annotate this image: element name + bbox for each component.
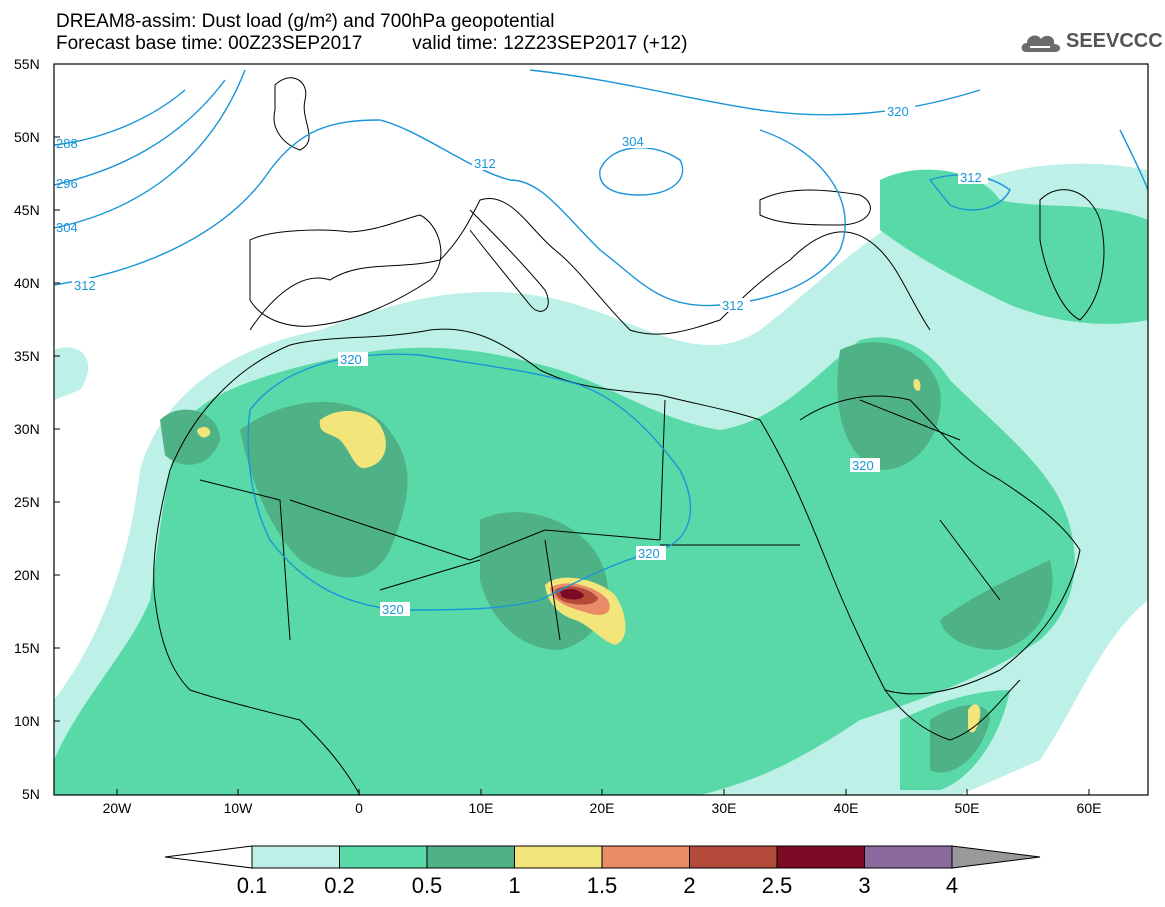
contour-304-east <box>599 147 684 196</box>
contour-label: 312 <box>960 170 982 185</box>
time-info: Forecast base time: 00Z23SEP2017 valid ti… <box>56 34 687 54</box>
dust-area-high <box>160 409 220 465</box>
lon-ticks <box>116 789 1090 795</box>
colorbar-label: 2 <box>683 873 695 898</box>
colorbar-segment <box>689 845 778 869</box>
coastlines <box>153 77 1105 795</box>
contour-label: 296 <box>56 176 78 191</box>
coastline-caspian <box>1039 189 1105 321</box>
coastline-west-africa <box>153 469 361 795</box>
dust-area-1 <box>197 427 211 438</box>
colorbar-label: 0.5 <box>412 873 443 898</box>
dust-area-medium <box>880 169 1148 324</box>
contour-label: 288 <box>56 136 78 151</box>
colorbar-segment <box>514 845 603 869</box>
dust-area-high <box>940 560 1053 650</box>
colorbar-min-arrow <box>164 845 253 869</box>
colorbar-segment <box>251 845 340 869</box>
colorbar: 0.1 0.2 0.5 1 1.5 2 2.5 3 4 <box>164 845 1041 898</box>
base-time: Forecast base time: 00Z23SEP2017 <box>56 33 363 54</box>
lat-label: 35N <box>14 348 40 364</box>
lon-label: 10W <box>224 800 254 816</box>
lat-label: 30N <box>14 421 40 437</box>
contour-label: 320 <box>382 602 404 617</box>
coastline-black-sea <box>759 189 871 226</box>
border-line <box>199 399 1001 641</box>
contour-320-arabia <box>1119 129 1148 191</box>
colorbar-label: 0.2 <box>324 873 355 898</box>
lat-label: 15N <box>14 640 40 656</box>
coastline-italy <box>469 209 549 312</box>
lat-label: 25N <box>14 494 40 510</box>
contour-labels: 288 296 304 312 320 320 312 304 312 312 … <box>56 104 988 617</box>
dust-field <box>54 163 1148 795</box>
logo-text: SEEVCCC <box>1066 30 1163 52</box>
lat-label: 20N <box>14 567 40 583</box>
lon-label: 60E <box>1077 800 1102 816</box>
contour-296 <box>54 79 226 186</box>
contour-312-east <box>928 174 1011 211</box>
lat-label: 10N <box>14 713 40 729</box>
colorbar-label: 3 <box>858 873 870 898</box>
lat-label: 40N <box>14 275 40 291</box>
lon-label: 20W <box>103 800 133 816</box>
colorbar-segment <box>426 845 515 869</box>
contour-312-west <box>54 119 846 307</box>
colorbar-segment <box>776 845 865 869</box>
lon-label: 10E <box>469 800 494 816</box>
valid-time: valid time: 12Z23SEP2017 (+12) <box>412 33 688 54</box>
seevccc-logo: SEEVCCC <box>1018 26 1163 58</box>
contour-label: 320 <box>852 458 874 473</box>
colorbar-max-arrow <box>951 845 1041 869</box>
colorbar-segment <box>601 845 690 869</box>
colorbar-label: 2.5 <box>762 873 793 898</box>
lat-label: 50N <box>14 129 40 145</box>
lat-label: 55N <box>14 56 40 72</box>
contour-288 <box>54 89 186 146</box>
colorbar-segment <box>339 845 428 869</box>
coastline-britain <box>273 77 310 151</box>
contour-label: 320 <box>638 546 660 561</box>
contour-label: 312 <box>474 156 496 171</box>
contour-label: 320 <box>340 352 362 367</box>
lon-label: 20E <box>590 800 615 816</box>
dust-area-2-5 <box>560 589 584 600</box>
dust-area-1 <box>319 410 386 469</box>
contour-label: 304 <box>56 220 78 235</box>
lon-label: 40E <box>834 800 859 816</box>
coastline-iberia <box>249 214 442 327</box>
colorbar-label: 1 <box>508 873 520 898</box>
contour-label: 312 <box>722 298 744 313</box>
dust-area-light <box>54 347 89 400</box>
dust-area-1 <box>968 704 981 733</box>
contour-label: 304 <box>622 134 644 149</box>
longitude-axis: 20W 10W 0 10E 20E 30E 40E 50E 60E <box>103 800 1102 816</box>
dust-area-1 <box>913 379 921 391</box>
lon-label: 0 <box>355 800 363 816</box>
lon-label: 50E <box>955 800 980 816</box>
colorbar-label: 1.5 <box>587 873 618 898</box>
contour-304 <box>54 69 246 229</box>
coastline-europe <box>249 197 931 335</box>
coastline-arabia <box>799 395 1081 695</box>
coastline-north-africa <box>169 328 761 471</box>
latitude-axis: 55N 50N 45N 40N 35N 30N 25N 20N 15N 10N … <box>14 56 40 802</box>
lat-label: 5N <box>22 786 40 802</box>
colorbar-segment <box>864 845 953 869</box>
colorbar-label: 0.1 <box>237 873 268 898</box>
dust-area-high <box>837 342 941 470</box>
lat-label: 45N <box>14 202 40 218</box>
coastline-red-sea <box>759 419 1021 741</box>
cloud-icon <box>1021 35 1061 52</box>
lon-label: 30E <box>712 800 737 816</box>
contour-label: 312 <box>74 278 96 293</box>
map-title: DREAM8-assim: Dust load (g/m²) and 700hP… <box>56 11 555 32</box>
contour-label: 320 <box>887 104 909 119</box>
lat-ticks <box>54 136 60 722</box>
colorbar-label: 4 <box>946 873 958 898</box>
